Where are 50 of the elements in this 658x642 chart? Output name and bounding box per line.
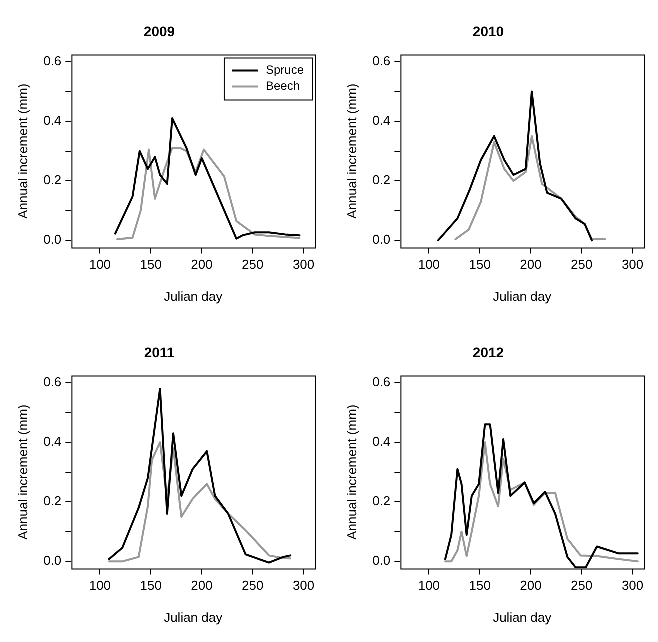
x-tick-label: 100 [89,257,112,272]
x-axis-title: Julian day [493,610,552,625]
y-tick-label: 0.0 [44,553,62,568]
x-tick-label: 100 [89,578,112,594]
x-tick-label: 300 [292,578,315,594]
x-tick-label: 200 [191,257,213,272]
chart-title: 2010 [472,23,504,40]
y-tick-label: 0.4 [44,113,62,128]
x-tick-label: 300 [622,578,644,594]
chart-title: 2012 [472,344,504,360]
y-axis-title: Annual increment (mm) [344,84,360,219]
y-tick-label: 0.6 [44,54,62,69]
chart-title: 2009 [144,23,176,40]
x-tick-label: 250 [242,578,264,594]
y-tick-label: 0.2 [44,494,62,509]
y-tick-label: 0.0 [372,553,391,568]
x-tick-label: 150 [469,578,491,594]
y-tick-label: 0.0 [44,232,62,248]
y-axis-title: Annual increment (mm) [344,404,360,540]
x-tick-label: 300 [622,257,644,272]
x-axis-title: Julian day [164,610,224,625]
x-tick-label: 150 [140,578,162,594]
y-tick-label: 0.4 [372,113,391,128]
y-tick-label: 0.6 [372,374,391,390]
x-tick-label: 200 [520,257,542,272]
y-tick-label: 0.6 [372,54,391,69]
y-tick-label: 0.2 [372,494,391,509]
x-tick-label: 100 [418,257,440,272]
x-axis-title: Julian day [164,288,224,304]
x-tick-label: 150 [469,257,491,272]
chart-title: 2011 [144,344,175,360]
y-tick-label: 0.4 [372,434,391,450]
x-axis-title: Julian day [493,288,552,304]
x-tick-label: 150 [140,257,162,272]
x-tick-label: 200 [191,578,213,594]
x-tick-label: 250 [571,257,593,272]
y-tick-label: 0.0 [372,232,391,248]
x-tick-label: 200 [520,578,542,594]
y-axis-title: Annual increment (mm) [15,84,30,219]
legend-label: Spruce [266,63,304,78]
y-tick-label: 0.2 [44,172,62,188]
legend-label: Beech [266,79,300,94]
x-tick-label: 100 [418,578,440,594]
x-tick-label: 250 [242,257,264,272]
y-axis-title: Annual increment (mm) [15,404,30,540]
x-tick-label: 300 [292,257,315,272]
y-tick-label: 0.4 [44,434,62,450]
y-tick-label: 0.2 [372,172,391,188]
y-tick-label: 0.6 [44,374,62,390]
x-tick-label: 250 [571,578,593,594]
